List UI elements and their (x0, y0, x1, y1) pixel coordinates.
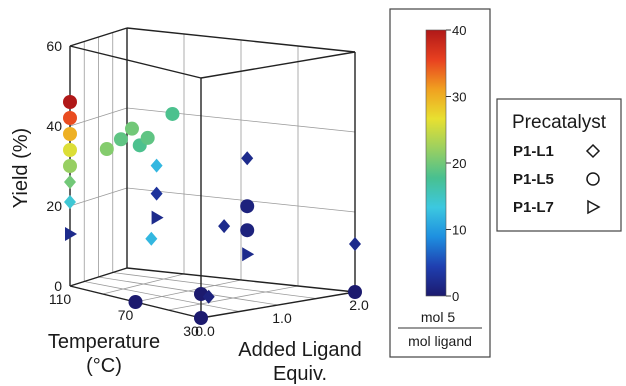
point-circle (113, 132, 128, 147)
colorbar-gradient-bar (425, 29, 447, 297)
colorbar-tick-label: 10 (452, 223, 466, 238)
gridline-floor-ligand (112, 272, 317, 299)
x-tick-label: 70 (118, 307, 134, 323)
y-tick-label: 1.0 (272, 310, 292, 326)
box-edge (200, 291, 356, 319)
colorbar-tick-label: 30 (452, 90, 466, 105)
point-triangle (242, 247, 255, 262)
box-edge (126, 27, 356, 53)
point-circle (63, 143, 77, 157)
colorbar: 0 10 20 30 40 mol 5 mol ligand (389, 8, 491, 358)
point-diamond (202, 289, 215, 304)
legend-circle-icon (586, 172, 600, 186)
x-tick-label: 30 (183, 323, 199, 339)
x-axis-title: Temperature (48, 331, 160, 353)
y-axis-title: Equiv. (273, 363, 327, 385)
point-diamond (218, 219, 231, 234)
legend-title: Precatalyst (512, 112, 607, 133)
point-circle (63, 111, 77, 125)
colorbar-tick-label: 20 (452, 156, 466, 171)
point-circle (99, 142, 114, 156)
point-diamond (150, 158, 163, 173)
point-triangle (151, 210, 164, 225)
legend: Precatalyst P1-L1 P1-L5 P1-L7 (496, 98, 622, 232)
x-tick-label: 110 (49, 291, 72, 307)
box-edge (69, 267, 128, 287)
point-circle (348, 285, 362, 299)
colorbar-tick-label: 0 (452, 289, 459, 304)
y-axis-title: Added Ligand (238, 339, 361, 361)
legend-item-label: P1-L1 (513, 143, 554, 160)
point-circle (63, 95, 77, 109)
colorbar-tick-label: 40 (452, 23, 466, 38)
gridline-floor-ligand (98, 276, 279, 306)
z-tick-label: 0 (54, 278, 62, 294)
z-axis-title: Yield (%) (10, 128, 32, 208)
point-circle (240, 199, 255, 214)
point-circle (240, 223, 255, 238)
box-edge (200, 51, 356, 79)
box-edge (69, 27, 128, 47)
legend-item-label: P1-L5 (513, 171, 554, 188)
z-tick-label: 60 (46, 38, 62, 54)
point-diamond (145, 231, 158, 246)
point-circle (128, 295, 143, 309)
point-diamond (349, 237, 361, 251)
axis-ticks: 0 20 40 60 110 70 300.0 1.0 2.0 (46, 38, 369, 339)
point-diamond (150, 186, 163, 201)
point-circle (140, 130, 155, 145)
point-diamond (64, 175, 76, 189)
colorbar-denominator: mol ligand (408, 333, 472, 349)
gridline-floor-ligand (84, 281, 240, 312)
y-tick-label: 0.0 (195, 323, 215, 339)
point-circle (124, 121, 139, 136)
legend-item-label: P1-L7 (513, 199, 554, 216)
legend-diamond-icon (585, 143, 601, 159)
data-points (63, 95, 362, 325)
plot-box (69, 27, 356, 319)
point-triangle (65, 227, 77, 241)
point-circle (63, 127, 77, 141)
box-edge (126, 267, 356, 293)
point-diamond (64, 195, 76, 209)
z-tick-label: 20 (46, 198, 62, 214)
point-circle (63, 159, 77, 173)
y-tick-label: 2.0 (349, 297, 369, 313)
legend-frame (496, 98, 622, 232)
point-circle (165, 106, 180, 121)
box-edge (69, 45, 202, 79)
x-axis-title: (°C) (86, 355, 122, 377)
z-tick-label: 40 (46, 118, 62, 134)
colorbar-numerator: mol 5 (421, 309, 455, 325)
point-circle (194, 311, 208, 325)
legend-triangle-icon (587, 199, 601, 215)
point-diamond (241, 151, 254, 166)
axis-titles: Yield (%) Temperature(°C) Added LigandEqui… (10, 128, 362, 385)
